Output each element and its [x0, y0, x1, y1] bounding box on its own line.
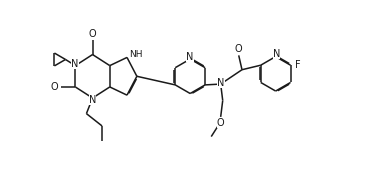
Text: O: O: [235, 44, 242, 54]
Text: N: N: [71, 59, 79, 69]
Text: O: O: [50, 82, 58, 92]
Text: O: O: [89, 29, 96, 39]
Text: O: O: [217, 118, 224, 128]
Text: N: N: [89, 95, 96, 105]
Text: F: F: [295, 60, 301, 70]
Text: N: N: [187, 52, 194, 62]
Text: N: N: [273, 49, 280, 59]
Text: N: N: [217, 78, 225, 88]
Text: NH: NH: [129, 50, 142, 59]
